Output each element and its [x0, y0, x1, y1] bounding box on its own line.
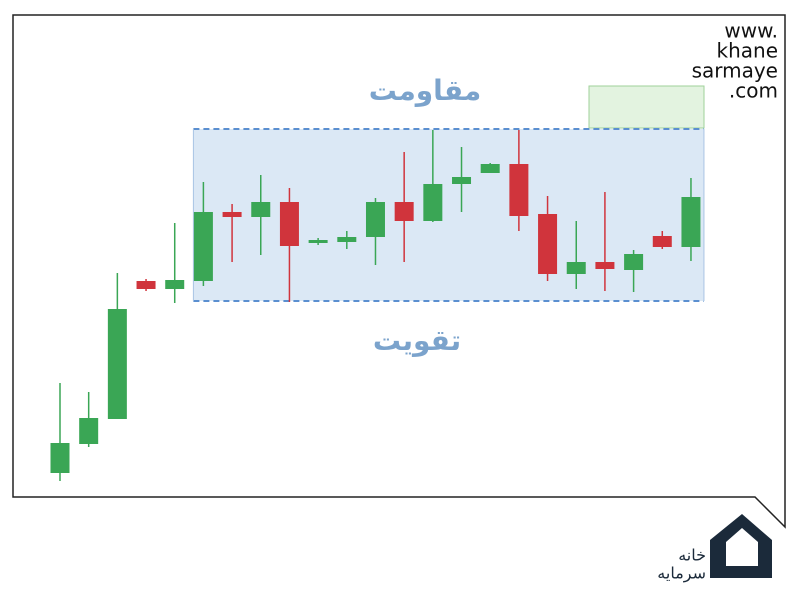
logo-icon: [710, 514, 772, 578]
logo-text: khane: [717, 39, 779, 63]
candle-body: [595, 262, 615, 269]
candle-body: [136, 281, 156, 289]
candle-body: [538, 214, 558, 274]
support-label: تقویت: [373, 324, 461, 357]
logo-persian: خانه: [678, 546, 706, 565]
candle-body: [566, 262, 586, 274]
logo-text: sarmaye: [692, 59, 778, 83]
candle-body: [480, 164, 500, 173]
candle-body: [681, 197, 701, 247]
resistance-label: مقاومت: [369, 74, 481, 107]
candle-body: [50, 443, 70, 473]
candle-body: [308, 240, 328, 243]
candle-body: [652, 236, 672, 247]
candle-body: [337, 237, 357, 242]
target-box: [588, 85, 705, 129]
candle-body: [624, 254, 644, 270]
candle-body: [423, 184, 443, 221]
candle-body: [79, 418, 99, 444]
candle-body: [452, 177, 472, 184]
candle-body: [279, 202, 299, 246]
candle-body: [251, 202, 271, 217]
candle-body: [222, 212, 242, 217]
candle-body: [107, 309, 127, 419]
frame: [12, 14, 786, 529]
zone: [193, 129, 704, 301]
logo-text: .com: [729, 79, 778, 103]
candle-body: [509, 164, 529, 216]
logo-text: www.: [724, 19, 778, 43]
candle-body: [165, 280, 185, 289]
candle-body: [394, 202, 414, 221]
logo-persian: سرمایه: [657, 564, 706, 584]
candle-body: [365, 202, 385, 237]
candle-body: [193, 212, 213, 281]
